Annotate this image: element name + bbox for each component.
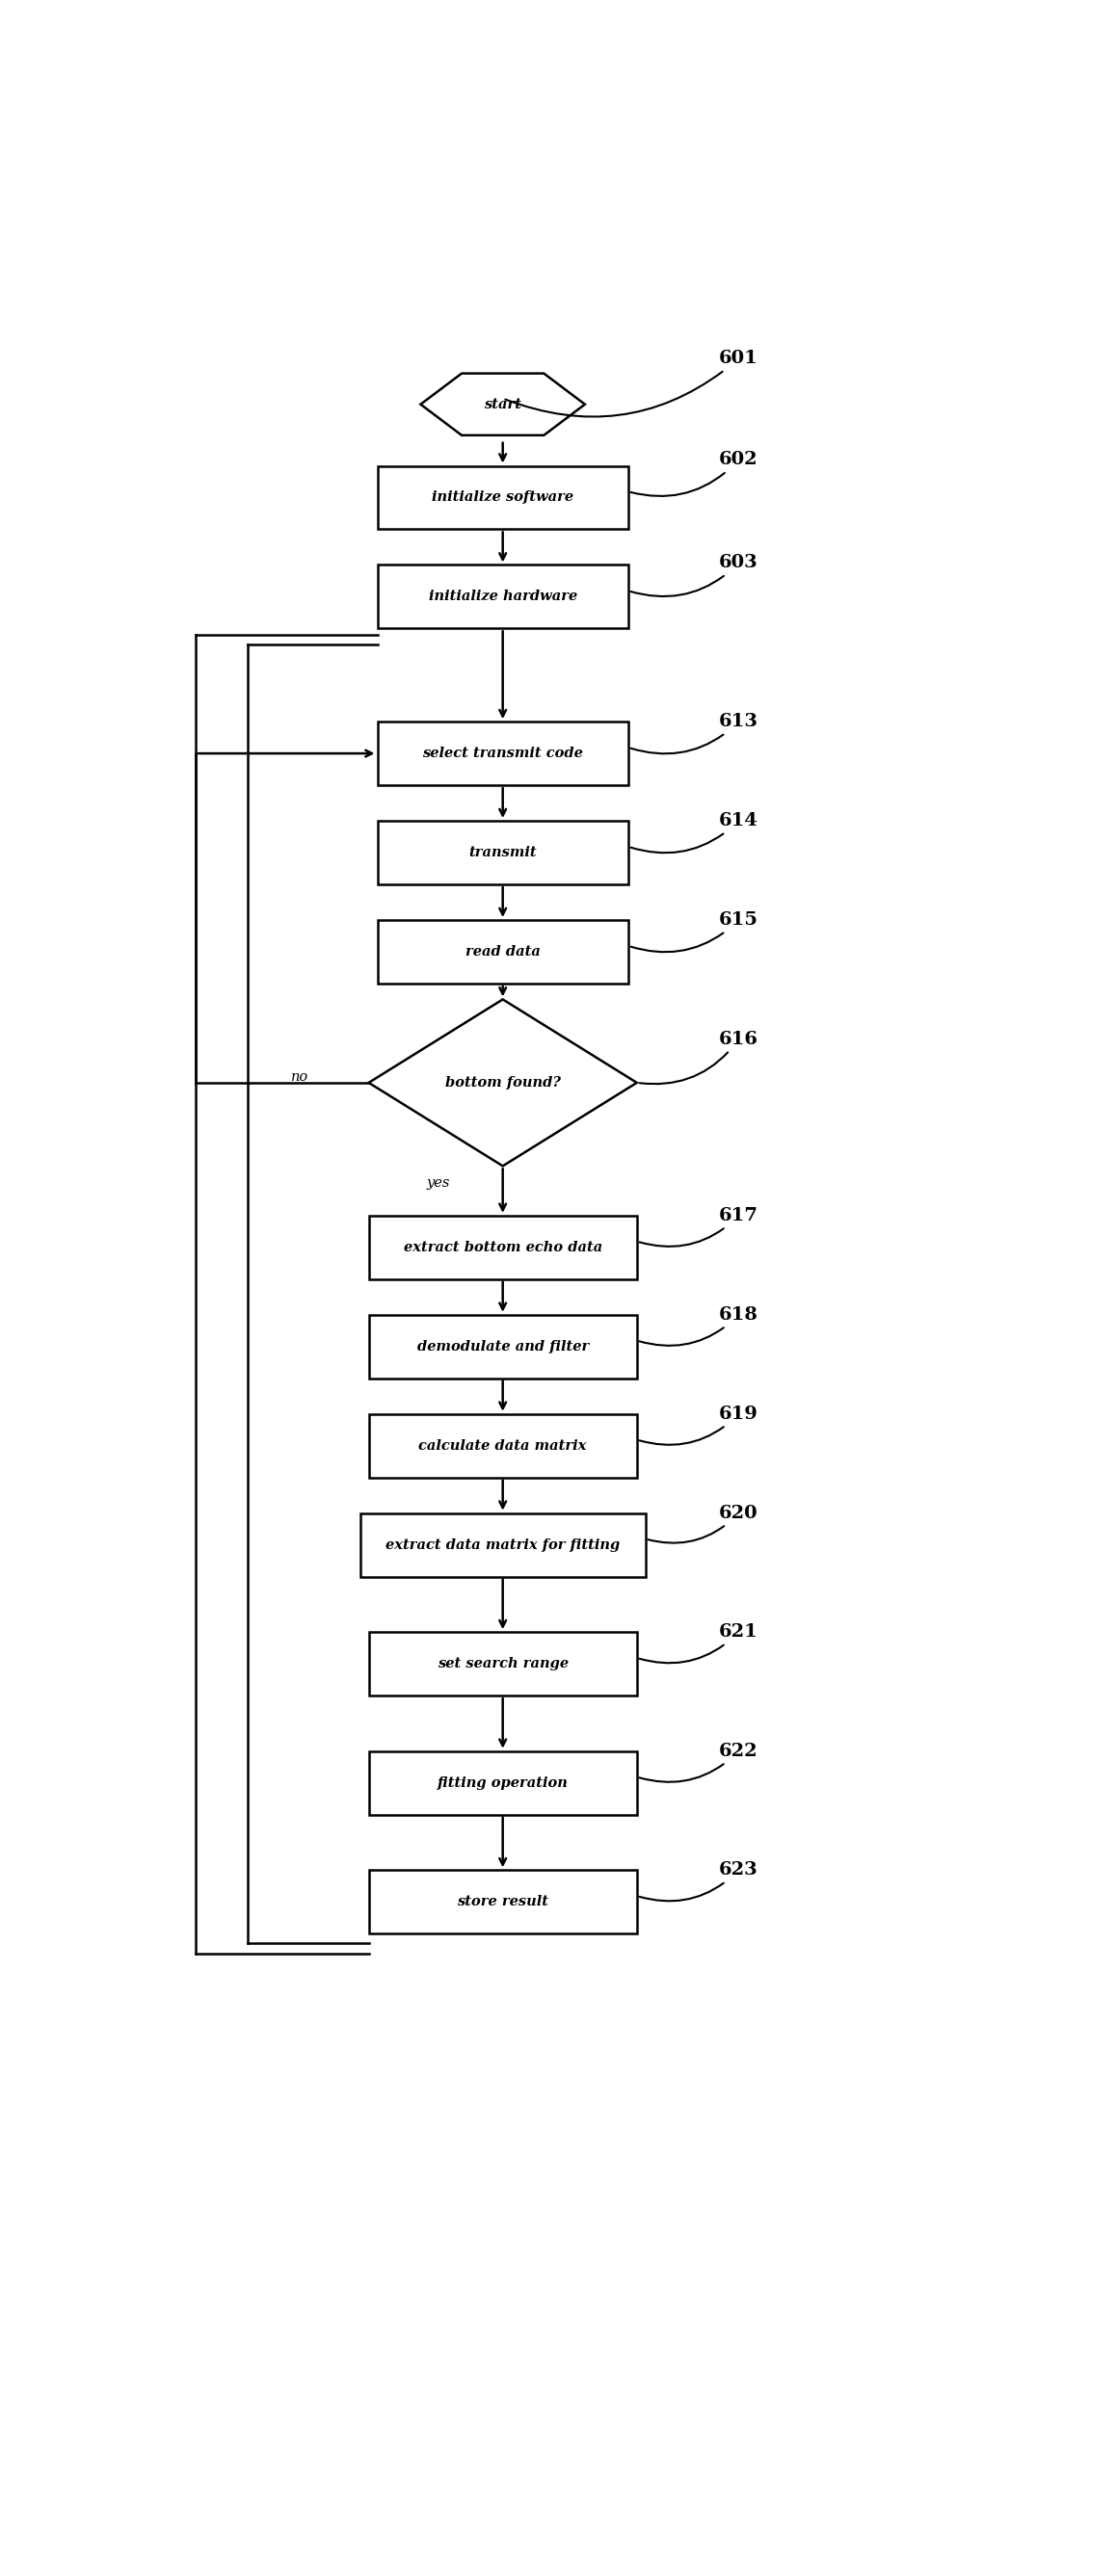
Text: 615: 615 — [631, 912, 759, 953]
Text: select transmit code: select transmit code — [422, 747, 584, 760]
Text: 614: 614 — [631, 811, 759, 853]
Bar — [368, 1414, 637, 1479]
Text: set search range: set search range — [437, 1656, 568, 1672]
Text: 619: 619 — [639, 1406, 759, 1445]
Bar — [368, 1216, 637, 1280]
Text: read data: read data — [465, 945, 540, 958]
Bar — [368, 1633, 637, 1695]
Bar — [377, 721, 628, 786]
Text: 623: 623 — [639, 1862, 758, 1901]
Bar — [368, 1870, 637, 1935]
Bar — [368, 1314, 637, 1378]
Polygon shape — [421, 374, 585, 435]
Text: 602: 602 — [631, 451, 758, 497]
Text: 603: 603 — [631, 554, 758, 598]
Text: extract bottom echo data: extract bottom echo data — [403, 1242, 603, 1255]
Bar — [360, 1512, 645, 1577]
Text: start: start — [484, 397, 521, 412]
Text: 613: 613 — [631, 714, 759, 755]
Text: initialize software: initialize software — [432, 492, 574, 505]
Text: 621: 621 — [639, 1623, 759, 1664]
Text: 620: 620 — [648, 1504, 758, 1543]
Polygon shape — [368, 999, 637, 1167]
Text: fitting operation: fitting operation — [437, 1775, 568, 1790]
Text: extract data matrix for fitting: extract data matrix for fitting — [385, 1538, 620, 1551]
Text: transmit: transmit — [469, 845, 537, 860]
Bar — [377, 466, 628, 528]
Text: initialize hardware: initialize hardware — [429, 590, 577, 603]
Text: calculate data matrix: calculate data matrix — [418, 1440, 587, 1453]
Text: store result: store result — [456, 1896, 549, 1909]
Text: 616: 616 — [639, 1030, 759, 1084]
Bar — [377, 920, 628, 984]
Bar — [377, 822, 628, 884]
Text: 601: 601 — [506, 350, 759, 417]
Bar — [368, 1752, 637, 1814]
Text: no: no — [290, 1069, 308, 1084]
Text: demodulate and filter: demodulate and filter — [417, 1340, 588, 1352]
Text: 618: 618 — [639, 1306, 759, 1345]
Text: 622: 622 — [639, 1741, 758, 1783]
Text: 617: 617 — [639, 1208, 759, 1247]
Bar — [377, 564, 628, 629]
Text: yes: yes — [426, 1175, 450, 1190]
Text: bottom found?: bottom found? — [445, 1077, 560, 1090]
